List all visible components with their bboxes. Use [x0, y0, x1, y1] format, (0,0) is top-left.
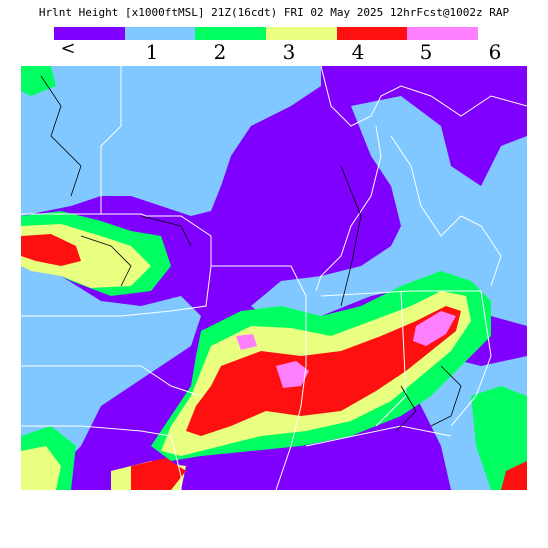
outline-contours	[40, 75, 462, 432]
legend-swatch-lt1	[54, 27, 125, 40]
legend-tick-5: 5	[419, 40, 433, 64]
legend-swatch-1	[124, 27, 196, 40]
map-field-1to2-east	[251, 96, 527, 326]
legend-tick-4: 4	[351, 40, 365, 64]
legend-ticks: < 1 2 3 4 5 6	[30, 38, 530, 66]
legend-colorbar	[54, 27, 479, 40]
map-field-1to2-west	[21, 266, 201, 471]
legend-tick-3: 3	[282, 40, 296, 64]
state-borders	[21, 66, 527, 490]
map-field-1to2-north	[21, 66, 321, 216]
map-field-5to6-west	[236, 334, 257, 350]
map-field-4to5-main	[186, 306, 461, 436]
map-field-2to3-se	[471, 386, 527, 490]
map-field-4to5-se	[501, 461, 527, 490]
map-field-5to6-center	[276, 361, 309, 388]
map-canvas	[21, 66, 527, 490]
height-map	[21, 66, 527, 490]
map-title: Hrlnt Height [x1000ftMSL] 21Z(16cdt) FRI…	[38, 6, 510, 19]
legend-tick-1: 1	[145, 40, 159, 64]
legend-tick-6: 6	[488, 40, 502, 64]
legend-swatch-5	[407, 27, 479, 40]
map-field-4to5-west	[21, 234, 81, 266]
legend-tick-2: 2	[213, 40, 227, 64]
legend-swatch-4	[336, 27, 408, 40]
map-field-5to6-east	[413, 311, 456, 346]
legend-tick-lt: <	[60, 38, 76, 59]
map-field-2to3-ne	[21, 66, 56, 96]
map-field-3to4-sw	[21, 446, 61, 490]
legend-swatch-2	[195, 27, 267, 40]
map-field-4to5-s	[131, 458, 186, 490]
legend-swatch-3	[266, 27, 337, 40]
